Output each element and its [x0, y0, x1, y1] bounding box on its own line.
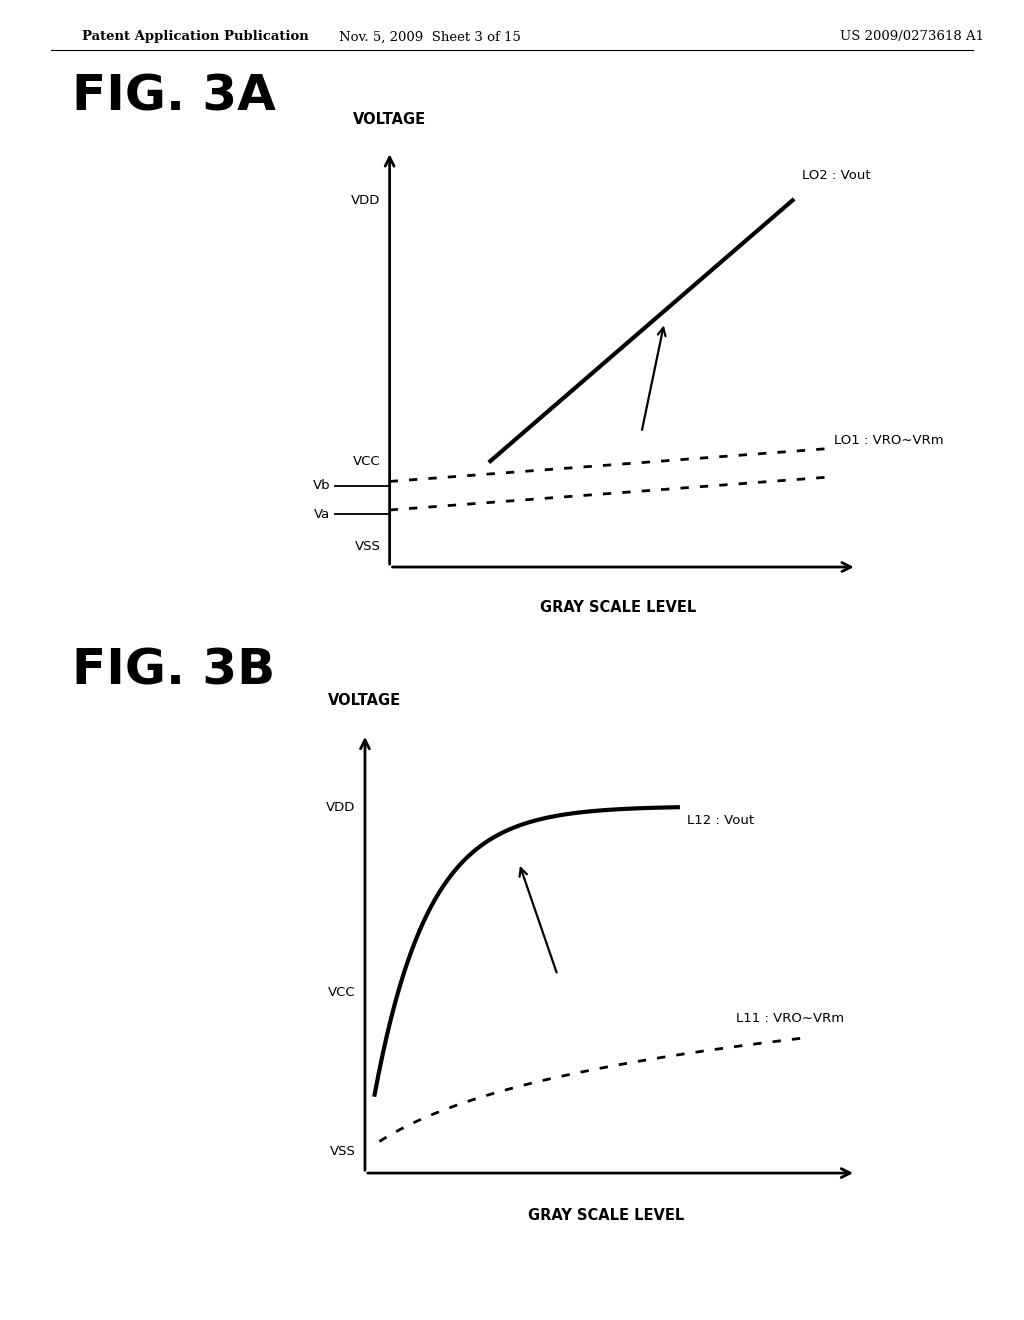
Text: Va: Va [313, 508, 330, 520]
Text: US 2009/0273618 A1: US 2009/0273618 A1 [840, 30, 984, 44]
Text: GRAY SCALE LEVEL: GRAY SCALE LEVEL [527, 1208, 684, 1222]
Text: VCC: VCC [328, 986, 355, 999]
Text: VSS: VSS [354, 540, 381, 553]
Text: GRAY SCALE LEVEL: GRAY SCALE LEVEL [541, 599, 696, 615]
Text: LO2 : Vout: LO2 : Vout [802, 169, 870, 182]
Text: VSS: VSS [330, 1144, 355, 1158]
Text: FIG. 3A: FIG. 3A [72, 73, 275, 120]
Text: VOLTAGE: VOLTAGE [353, 112, 426, 127]
Text: L11 : VRO∼VRm: L11 : VRO∼VRm [735, 1011, 844, 1024]
Text: Nov. 5, 2009  Sheet 3 of 15: Nov. 5, 2009 Sheet 3 of 15 [339, 30, 521, 44]
Text: Vb: Vb [312, 479, 330, 492]
Text: L12 : Vout: L12 : Vout [687, 813, 755, 826]
Text: FIG. 3B: FIG. 3B [72, 647, 274, 694]
Text: VOLTAGE: VOLTAGE [329, 693, 401, 709]
Text: VDD: VDD [326, 801, 355, 813]
Text: VDD: VDD [351, 194, 381, 207]
Text: VCC: VCC [353, 454, 381, 467]
Text: Patent Application Publication: Patent Application Publication [82, 30, 308, 44]
Text: LO1 : VRO∼VRm: LO1 : VRO∼VRm [834, 434, 943, 447]
